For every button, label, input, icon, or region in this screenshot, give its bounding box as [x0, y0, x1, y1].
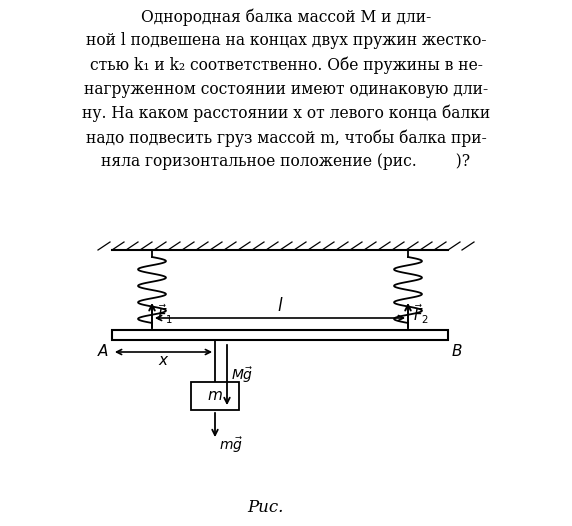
Bar: [112, 330, 448, 340]
Text: Однородная балка массой M и дли-
ной l подвешена на концах двух пружин жестко-
с: Однородная балка массой M и дли- ной l п…: [82, 8, 490, 170]
Bar: [191, 382, 239, 410]
Text: $\vec{F}_1$: $\vec{F}_1$: [157, 302, 173, 326]
Text: $\vec{F}_2$: $\vec{F}_2$: [413, 302, 429, 326]
Text: $m\vec{g}$: $m\vec{g}$: [219, 435, 243, 454]
Text: Рис.: Рис.: [247, 499, 283, 516]
Text: $x$: $x$: [158, 354, 169, 368]
Text: $m$: $m$: [207, 389, 223, 403]
Text: $A$: $A$: [97, 343, 109, 359]
Text: $B$: $B$: [451, 343, 463, 359]
Text: $l$: $l$: [277, 297, 283, 315]
Text: $M\vec{g}$: $M\vec{g}$: [231, 365, 253, 385]
